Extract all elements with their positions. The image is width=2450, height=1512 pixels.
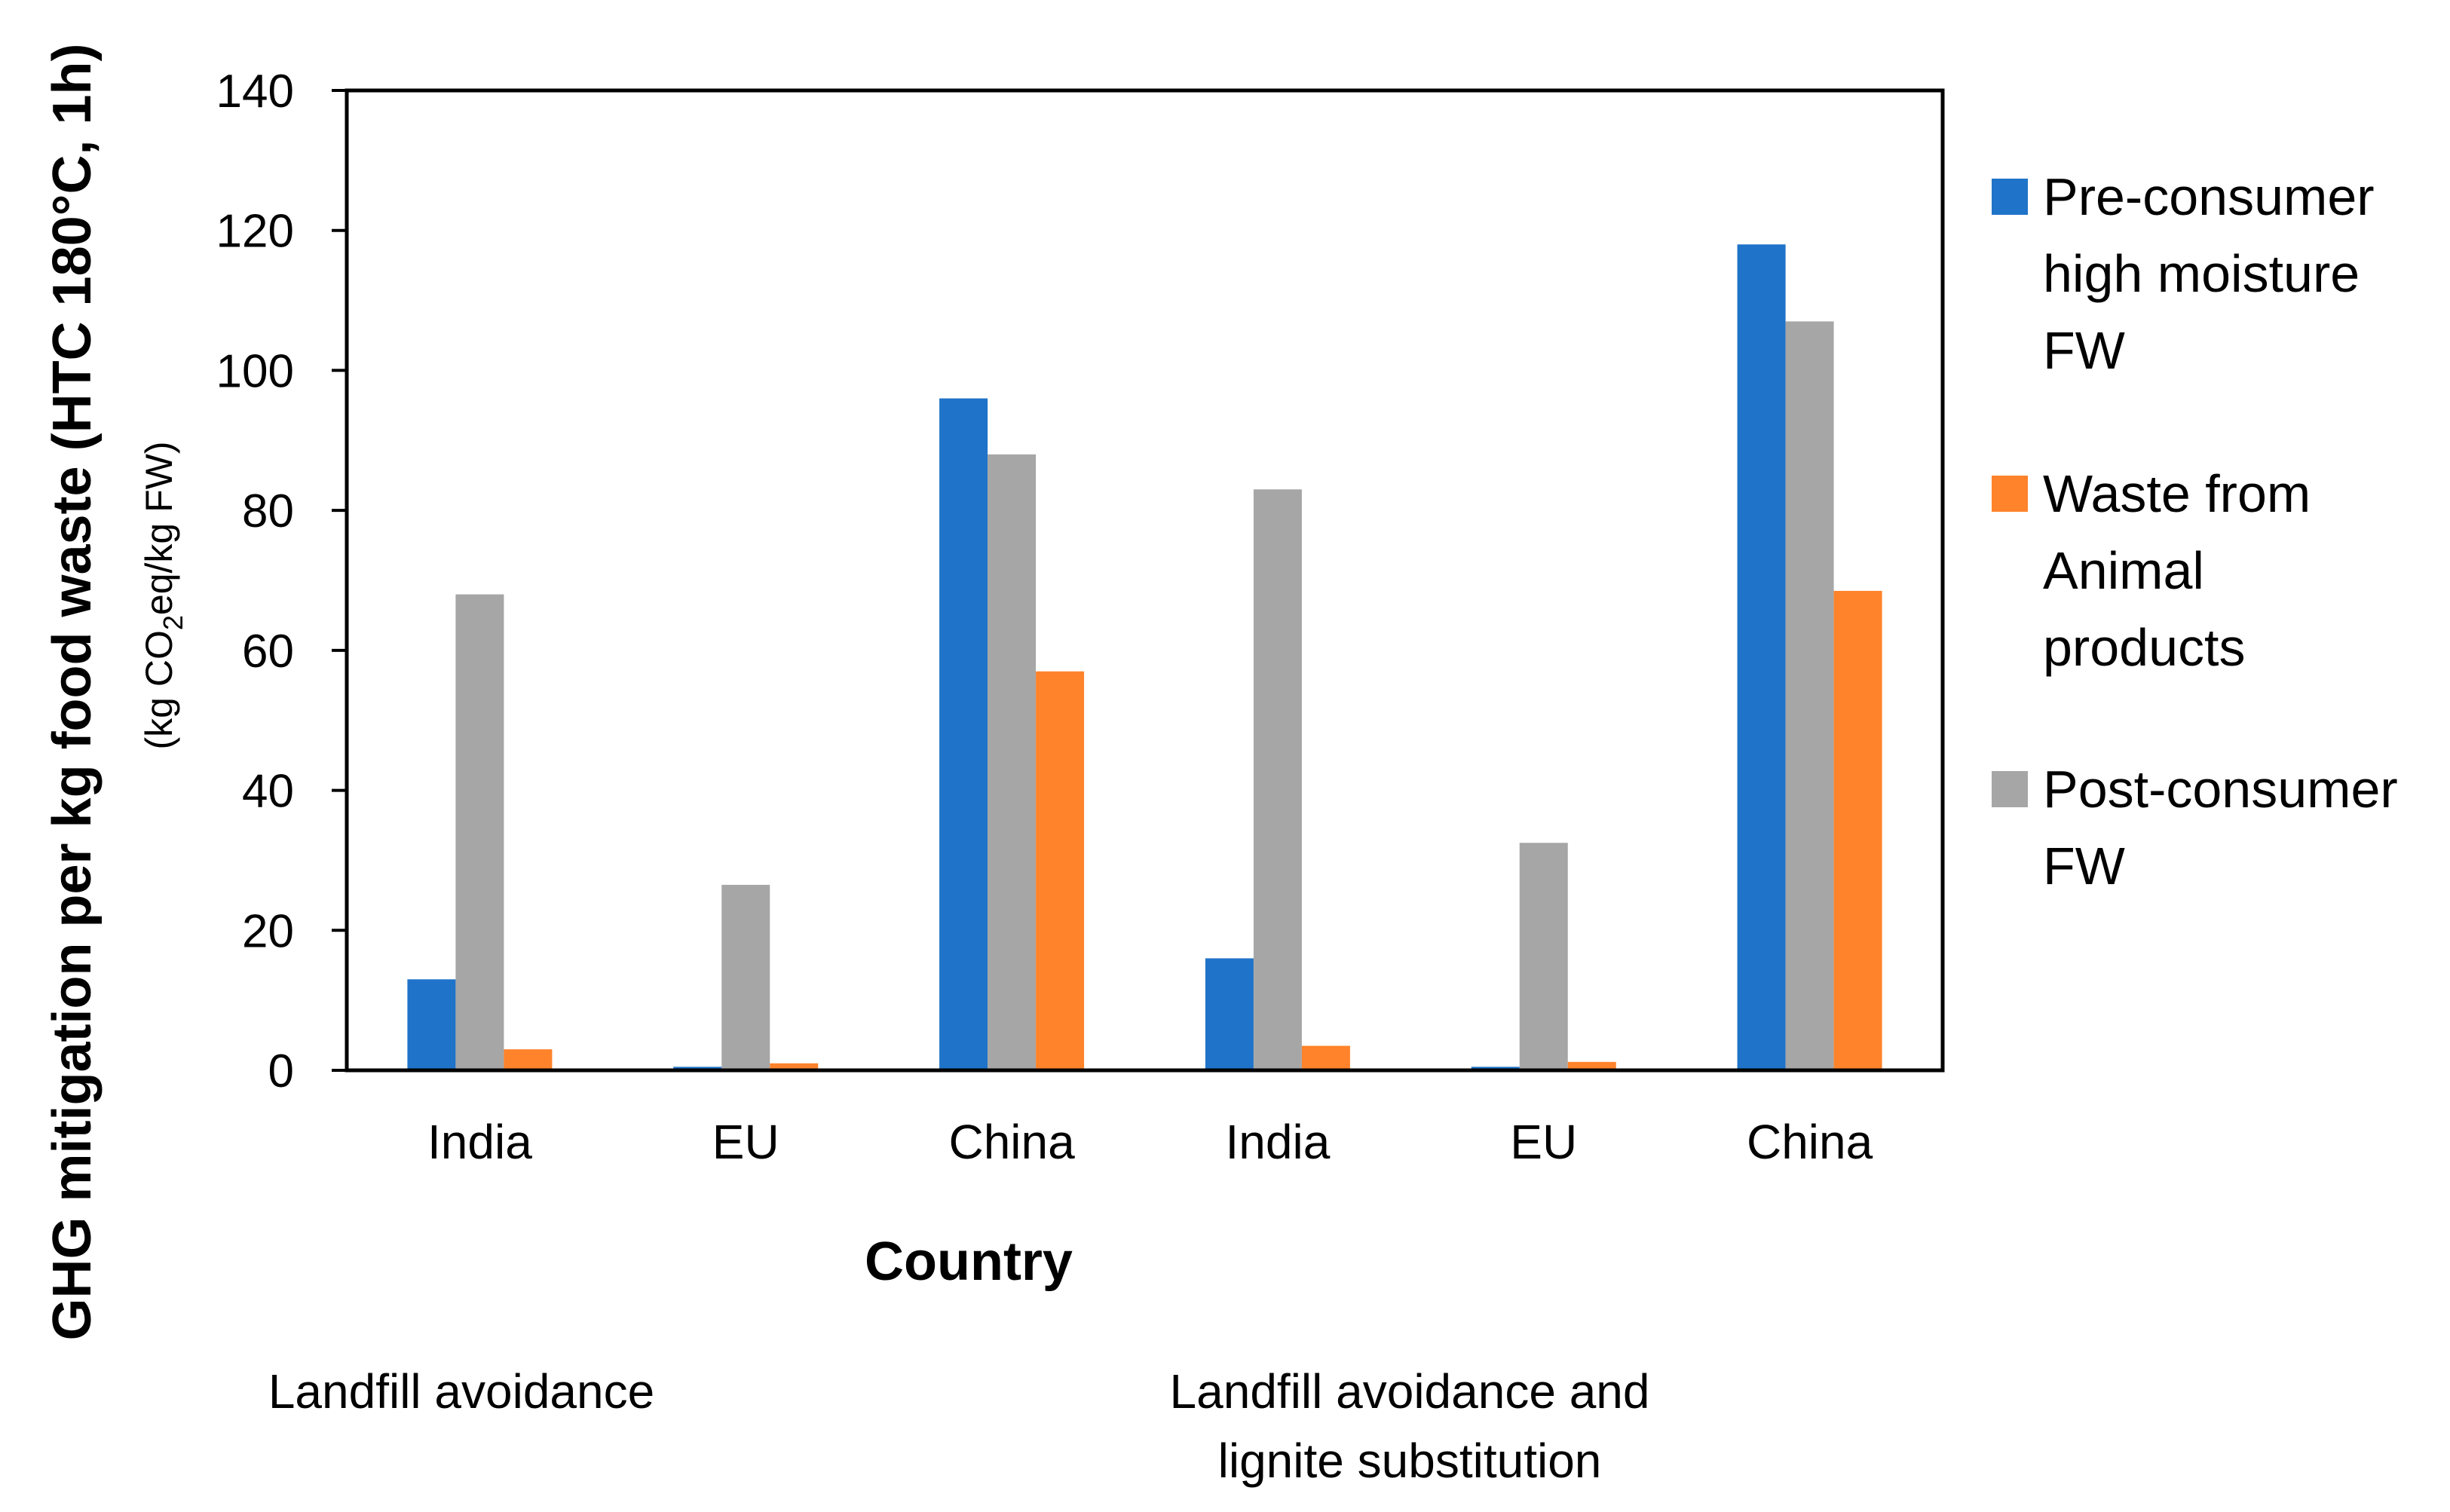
category-label: China: [948, 1115, 1075, 1169]
legend-label: Pre-consumer high moisture FW: [2043, 167, 2375, 380]
legend-label-line: FW: [2043, 321, 2125, 380]
bar: [504, 1049, 553, 1070]
bar: [770, 1063, 819, 1070]
bar: [1737, 244, 1786, 1071]
legend-label-line: Animal: [2043, 541, 2204, 600]
y-tick-label: 100: [216, 345, 294, 397]
legend-swatch: [1992, 476, 2028, 512]
y-tick-label: 20: [242, 905, 294, 957]
group-label-line: Landfill avoidance and: [1170, 1364, 1650, 1419]
bar: [1253, 489, 1302, 1070]
y-axis-subtitle-subscript: 2: [158, 615, 188, 630]
bar: [939, 398, 988, 1070]
y-tick-label: 80: [242, 485, 294, 537]
legend-swatch: [1992, 179, 2028, 215]
category-label: India: [427, 1115, 532, 1169]
legend-label-line: Post-consumer: [2043, 760, 2398, 819]
y-tick-label: 120: [216, 206, 294, 258]
x-axis-title: Country: [865, 1232, 1073, 1292]
legend-label-line: Pre-consumer: [2043, 167, 2375, 226]
bar: [1301, 1045, 1350, 1070]
legend-label: Waste from Animal products: [2043, 464, 2311, 677]
legend-label: Post-consumer FW: [2043, 760, 2398, 895]
legend-label-line: Waste from: [2043, 464, 2311, 523]
bar: [1567, 1061, 1616, 1070]
y-tick-label: 0: [268, 1045, 294, 1097]
group-label-line: lignite substitution: [1218, 1434, 1602, 1488]
y-tick-label: 40: [242, 766, 294, 818]
y-axis-ticks: 0 20 40 60 80 100 120 140: [216, 66, 347, 1097]
group-labels: Landfill avoidance Landfill avoidance and…: [268, 1364, 1650, 1488]
bar: [1036, 671, 1085, 1070]
category-label: EU: [1510, 1115, 1577, 1169]
bar: [1519, 843, 1568, 1070]
y-tick-label: 60: [242, 626, 294, 678]
category-label: China: [1747, 1115, 1873, 1169]
y-axis-title: GHG mitigation per kg food waste (HTC 18…: [42, 44, 103, 1341]
bar: [455, 594, 504, 1070]
group-label-line: Landfill avoidance: [268, 1364, 654, 1419]
category-label: EU: [712, 1115, 779, 1169]
bar: [721, 884, 770, 1070]
bar: [407, 979, 456, 1070]
y-axis-subtitle: (kg CO2eq/kg FW): [138, 442, 188, 750]
plot-area-frame: [345, 88, 1945, 1073]
y-tick-label: 140: [216, 66, 294, 118]
category-label: India: [1226, 1115, 1331, 1169]
legend: Pre-consumer high moisture FW Waste from Ani…: [1992, 167, 2398, 895]
y-axis-subtitle-suffix: eq/kg FW): [138, 442, 180, 616]
category-labels: India EU China India EU China: [427, 1115, 1873, 1169]
bar: [988, 454, 1037, 1070]
legend-label-line: high moisture: [2043, 244, 2360, 303]
legend-swatch: [1992, 771, 2028, 807]
bar: [1205, 958, 1254, 1070]
group-label: Landfill avoidance: [268, 1364, 654, 1419]
y-axis-subtitle-prefix: (kg CO: [138, 630, 180, 749]
bar-series: [407, 244, 1882, 1071]
legend-label-line: products: [2043, 618, 2245, 677]
bar: [1833, 590, 1882, 1070]
legend-label-line: FW: [2043, 837, 2125, 895]
group-label: Landfill avoidance and lignite substituti…: [1170, 1364, 1650, 1488]
bar: [1785, 321, 1834, 1070]
